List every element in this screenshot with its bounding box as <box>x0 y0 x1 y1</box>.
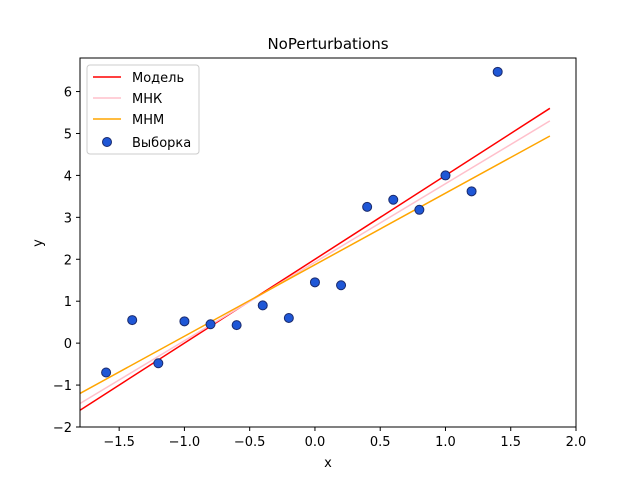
x-tick-label: −1.0 <box>169 435 201 450</box>
scatter-point <box>414 204 425 215</box>
x-tick-label: −0.5 <box>234 435 266 450</box>
scatter-point <box>492 66 503 77</box>
scatter-point <box>179 316 190 327</box>
scatter-point <box>440 170 451 181</box>
scatter-point <box>205 319 216 330</box>
y-tick-label: 5 <box>64 127 72 142</box>
legend-label-1: МНК <box>132 92 162 107</box>
scatter-point <box>309 277 320 288</box>
legend-label-scatter: Выборка <box>132 136 191 151</box>
axes-frame <box>79 57 577 428</box>
scatter-point <box>257 300 268 311</box>
y-axis-label: y <box>31 239 46 247</box>
y-tick-label: 6 <box>64 86 72 101</box>
x-tick-label: 0.5 <box>370 435 391 450</box>
scatter-point <box>283 312 294 323</box>
legend-label-0: Модель <box>132 71 184 86</box>
y-tick-label: 3 <box>64 211 72 226</box>
x-tick-label: 1.5 <box>500 435 521 450</box>
y-tick-label: 1 <box>64 295 72 310</box>
legend-label-2: МНМ <box>132 113 164 128</box>
scatter-point <box>231 320 242 331</box>
y-tick-label: 4 <box>64 169 72 184</box>
y-tick-label: 0 <box>64 337 72 352</box>
series-line-2 <box>79 135 551 395</box>
legend-swatch-scatter <box>102 137 112 147</box>
x-tick-label: 0.0 <box>305 435 326 450</box>
scatter-point <box>388 194 399 205</box>
x-tick-label: 2.0 <box>566 435 587 450</box>
scatter-point <box>101 367 112 378</box>
plot-area: −1.5 −1.0 −0.5 0.0 0.5 1.0 1.5 2.0 −2 −1 0 1 2 3 4 5 6 <box>53 57 587 450</box>
y-tick-label: −2 <box>53 421 72 436</box>
x-tick-label: 1.0 <box>435 435 456 450</box>
x-tick-label: −1.5 <box>103 435 135 450</box>
legend-box <box>86 64 200 155</box>
legend: Модель МНК МНМ Выборка <box>86 64 200 155</box>
x-axis-label: x <box>324 456 332 471</box>
y-tick-label: 2 <box>64 253 72 268</box>
series-line-1 <box>79 120 551 405</box>
chart-title: NoPerturbations <box>267 35 388 53</box>
scatter-point <box>466 186 477 197</box>
y-tick-label: −1 <box>53 379 72 394</box>
scatter-point <box>362 201 373 212</box>
scatter-point <box>336 280 347 291</box>
scatter-point <box>153 358 164 369</box>
scatter-point <box>127 315 138 326</box>
